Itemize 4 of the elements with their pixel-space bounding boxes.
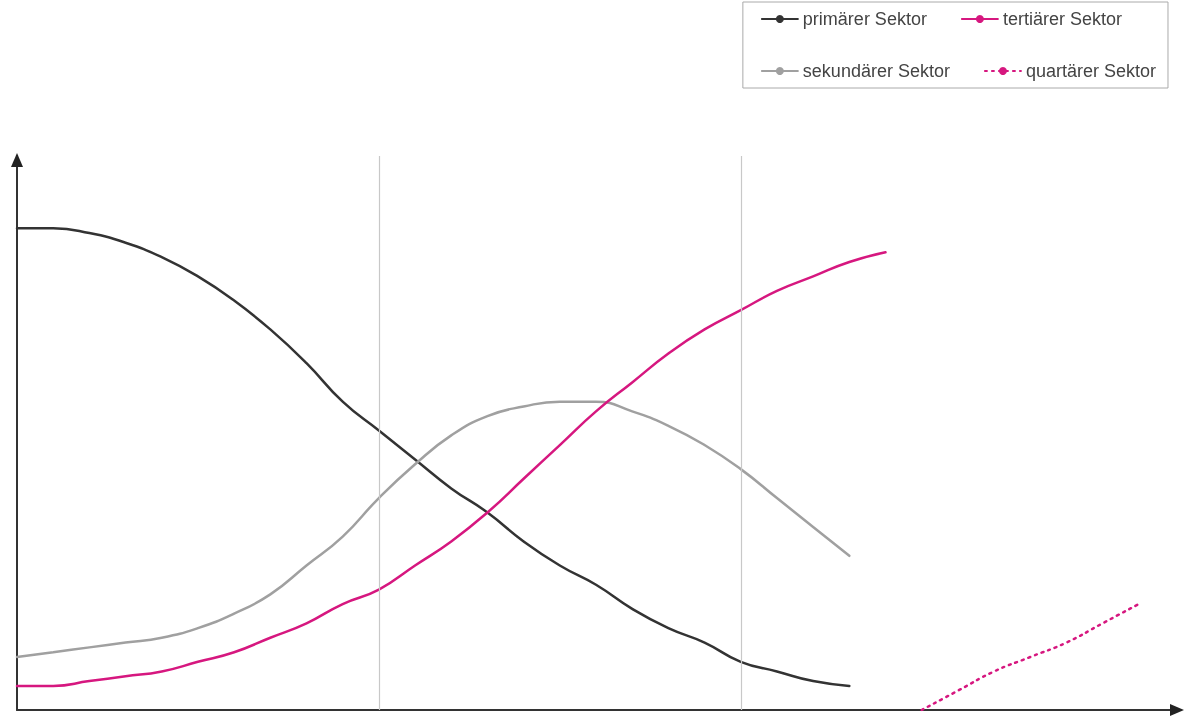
legend-label: sekundärer Sektor bbox=[802, 61, 950, 81]
legend-label: quartärer Sektor bbox=[1025, 61, 1157, 81]
legend-label: primärer Sektor bbox=[802, 9, 927, 29]
legend-label: tertiärer Sektor bbox=[1002, 9, 1122, 29]
